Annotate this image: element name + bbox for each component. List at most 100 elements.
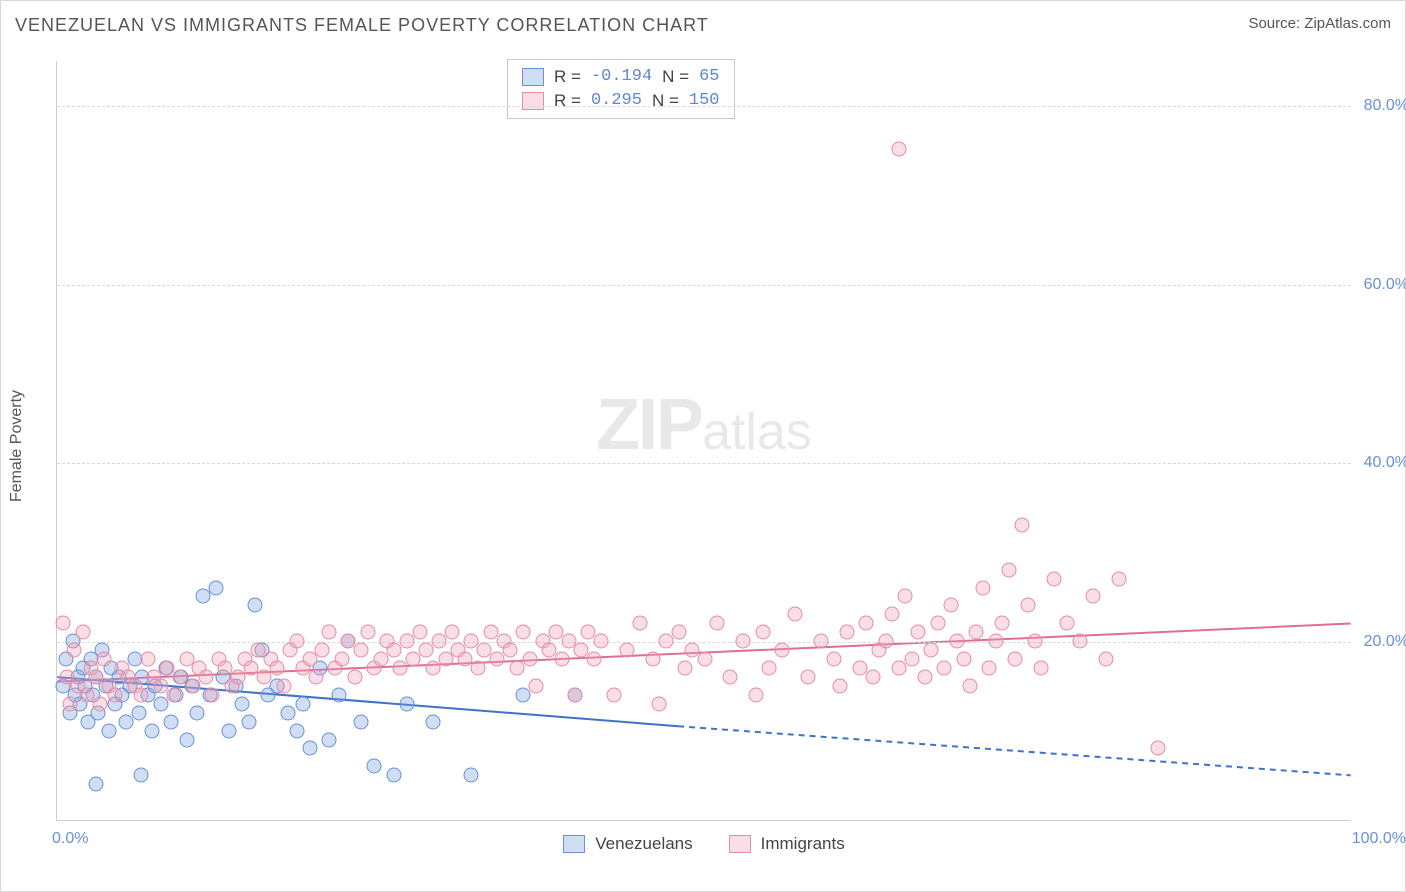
r-value: 0.295: [591, 89, 642, 113]
data-point: [166, 687, 181, 702]
data-point: [522, 652, 537, 667]
gridline: [57, 642, 1351, 643]
data-point: [321, 732, 336, 747]
data-point: [347, 669, 362, 684]
data-point: [587, 652, 602, 667]
data-point: [943, 598, 958, 613]
data-point: [606, 687, 621, 702]
data-point: [209, 580, 224, 595]
data-point: [399, 634, 414, 649]
data-point: [878, 634, 893, 649]
y-tick-label: 40.0%: [1354, 454, 1406, 472]
y-tick-label: 60.0%: [1354, 276, 1406, 294]
data-point: [198, 669, 213, 684]
data-point: [865, 669, 880, 684]
data-point: [516, 625, 531, 640]
data-point: [144, 723, 159, 738]
data-point: [425, 714, 440, 729]
data-point: [885, 607, 900, 622]
data-point: [321, 625, 336, 640]
data-point: [235, 696, 250, 711]
data-point: [354, 714, 369, 729]
data-point: [593, 634, 608, 649]
data-point: [62, 696, 77, 711]
data-point: [710, 616, 725, 631]
data-point: [632, 616, 647, 631]
gridline: [57, 285, 1351, 286]
data-point: [270, 661, 285, 676]
data-point: [969, 625, 984, 640]
data-point: [1047, 571, 1062, 586]
data-point: [723, 669, 738, 684]
legend-row-immigrants: R = 0.295 N = 150: [522, 89, 720, 113]
data-point: [1021, 598, 1036, 613]
data-point: [425, 661, 440, 676]
data-point: [658, 634, 673, 649]
data-point: [775, 643, 790, 658]
data-point: [189, 705, 204, 720]
data-point: [386, 643, 401, 658]
legend-row-venezuelans: R = -0.194 N = 65: [522, 65, 720, 89]
data-point: [360, 625, 375, 640]
data-point: [222, 723, 237, 738]
data-point: [276, 678, 291, 693]
data-point: [917, 669, 932, 684]
legend-item-venezuelans: Venezuelans: [563, 834, 692, 854]
swatch-icon: [729, 835, 751, 853]
n-value: 150: [689, 89, 720, 113]
data-point: [859, 616, 874, 631]
data-point: [406, 652, 421, 667]
data-point: [196, 589, 211, 604]
data-point: [419, 643, 434, 658]
data-point: [66, 643, 81, 658]
data-point: [354, 643, 369, 658]
y-axis-label: Female Poverty: [8, 390, 26, 502]
swatch-icon: [563, 835, 585, 853]
data-point: [568, 687, 583, 702]
data-point: [231, 669, 246, 684]
data-point: [1086, 589, 1101, 604]
data-point: [185, 678, 200, 693]
legend-item-immigrants: Immigrants: [729, 834, 845, 854]
data-point: [464, 768, 479, 783]
data-point: [315, 643, 330, 658]
data-point: [814, 634, 829, 649]
r-value: -0.194: [591, 65, 652, 89]
series-legend: Venezuelans Immigrants: [57, 834, 1351, 854]
data-point: [529, 678, 544, 693]
watermark: ZIPatlas: [596, 384, 812, 466]
data-point: [827, 652, 842, 667]
data-point: [108, 687, 123, 702]
data-point: [432, 634, 447, 649]
data-point: [833, 678, 848, 693]
data-point: [163, 714, 178, 729]
data-point: [438, 652, 453, 667]
x-tick-label: 100.0%: [1352, 830, 1406, 848]
n-label: N =: [652, 89, 679, 113]
data-point: [904, 652, 919, 667]
data-point: [762, 661, 777, 676]
data-point: [131, 705, 146, 720]
data-point: [75, 625, 90, 640]
y-tick-label: 20.0%: [1354, 633, 1406, 651]
data-point: [950, 634, 965, 649]
gridline: [57, 106, 1351, 107]
data-point: [412, 625, 427, 640]
data-point: [937, 661, 952, 676]
data-point: [1150, 741, 1165, 756]
data-point: [956, 652, 971, 667]
chart-title: VENEZUELAN VS IMMIGRANTS FEMALE POVERTY …: [15, 15, 709, 36]
data-point: [96, 652, 111, 667]
data-point: [334, 652, 349, 667]
data-point: [503, 643, 518, 658]
data-point: [134, 687, 149, 702]
data-point: [891, 661, 906, 676]
data-point: [332, 687, 347, 702]
watermark-small: atlas: [702, 402, 812, 462]
data-point: [101, 723, 116, 738]
data-point: [1073, 634, 1088, 649]
data-point: [179, 732, 194, 747]
n-value: 65: [699, 65, 719, 89]
data-point: [924, 643, 939, 658]
data-point: [898, 589, 913, 604]
